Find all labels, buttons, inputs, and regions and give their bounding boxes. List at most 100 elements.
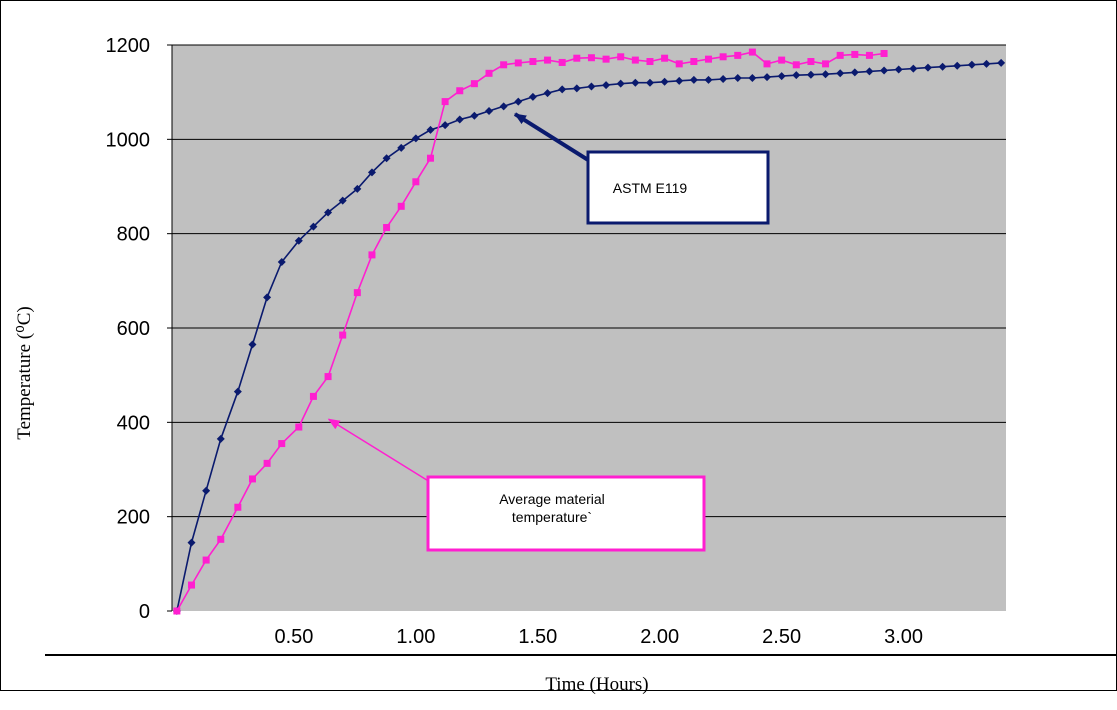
material-point — [263, 459, 271, 467]
astm-point — [616, 79, 625, 88]
x-tick-label: 2.50 — [762, 626, 801, 648]
astm-point — [441, 121, 450, 130]
y-tick-label: 0 — [139, 601, 150, 623]
material-point — [426, 154, 434, 162]
material-point — [661, 54, 669, 62]
astm-point — [909, 64, 918, 73]
astm-point — [865, 67, 874, 76]
astm-point — [411, 134, 420, 143]
material-point — [778, 56, 786, 64]
material-point — [704, 55, 712, 63]
astm-point — [689, 75, 698, 84]
gridlines — [172, 44, 1006, 518]
astm-point — [997, 58, 1006, 67]
material-point — [368, 251, 376, 259]
material-point — [763, 60, 771, 68]
astm-point — [763, 73, 772, 82]
material-point — [456, 87, 464, 95]
material-point — [807, 58, 815, 66]
material-point — [173, 607, 181, 615]
annotation-layer: ASTM E119 Average material temperature` — [327, 112, 770, 552]
material-point — [529, 58, 537, 66]
astm-point — [263, 293, 272, 302]
astm-point — [499, 102, 508, 111]
astm-point — [277, 257, 286, 266]
y-tick-label: 800 — [117, 224, 150, 246]
material-point — [631, 56, 639, 64]
astm-point — [894, 65, 903, 74]
astm-point — [367, 168, 376, 177]
y-axis-title: Temperature (⁰C) — [14, 306, 35, 439]
series-layer — [172, 48, 1006, 615]
x-axis-title: Time (Hours) — [545, 674, 648, 695]
astm-point — [216, 434, 225, 443]
material-point — [675, 60, 683, 68]
material-point — [646, 58, 654, 66]
material-point — [587, 54, 595, 62]
astm-point — [733, 74, 742, 83]
material-point — [202, 556, 210, 564]
x-tick-label: 3.00 — [884, 626, 923, 648]
material-point — [441, 98, 449, 106]
astm-point — [777, 72, 786, 81]
material-callout-box — [426, 475, 706, 552]
material-point — [792, 61, 800, 69]
astm-point — [514, 97, 523, 106]
material-point — [324, 373, 332, 381]
material-callout-arrow — [327, 418, 431, 483]
material-point — [719, 53, 727, 61]
astm-point — [338, 196, 347, 205]
astm-point — [967, 60, 976, 69]
astm-point — [528, 92, 537, 101]
astm-point — [880, 66, 889, 75]
material-point — [353, 289, 361, 297]
astm-point — [923, 63, 932, 72]
astm-point — [602, 81, 611, 90]
astm-point — [187, 538, 196, 547]
astm-point — [953, 61, 962, 70]
astm-point — [587, 82, 596, 91]
material-point — [822, 60, 830, 68]
y-tick-label: 400 — [117, 412, 150, 434]
astm-point — [558, 85, 567, 94]
x-axis-ticks: 0.50 1.00 1.50 2.00 2.50 3.00 — [274, 626, 923, 648]
astm-point — [806, 70, 815, 79]
astm-point — [455, 115, 464, 124]
material-point — [295, 423, 303, 431]
material-point — [412, 178, 420, 186]
astm-point — [821, 70, 830, 79]
astm-point — [572, 84, 581, 93]
material-point — [188, 581, 196, 589]
astm-point — [248, 340, 257, 349]
astm-point — [719, 74, 728, 83]
astm-point — [485, 107, 494, 116]
astm-point — [704, 75, 713, 84]
astm-point — [748, 74, 757, 83]
material-point — [690, 58, 698, 66]
material-point — [500, 61, 508, 69]
x-tick-label: 0.50 — [274, 626, 313, 648]
material-point — [514, 59, 522, 67]
material-point — [485, 69, 493, 77]
astm-point — [353, 184, 362, 193]
astm-point — [397, 143, 406, 152]
astm-point — [543, 89, 552, 98]
material-callout-label: Average material — [499, 491, 605, 507]
material-point — [234, 503, 242, 511]
x-tick-label: 1.00 — [396, 626, 435, 648]
astm-point — [938, 62, 947, 71]
x-tick-label: 1.50 — [518, 626, 557, 648]
astm-point — [836, 69, 845, 78]
material-point — [248, 475, 256, 483]
material-point — [573, 54, 581, 62]
material-callout-label: temperature` — [512, 509, 592, 525]
astm-point — [792, 71, 801, 80]
y-tick-label: 200 — [117, 507, 150, 529]
astm-point — [324, 208, 333, 217]
material-point — [383, 224, 391, 232]
astm-point — [982, 59, 991, 68]
astm-point — [675, 76, 684, 85]
astm-point — [660, 77, 669, 86]
material-point — [734, 51, 742, 59]
